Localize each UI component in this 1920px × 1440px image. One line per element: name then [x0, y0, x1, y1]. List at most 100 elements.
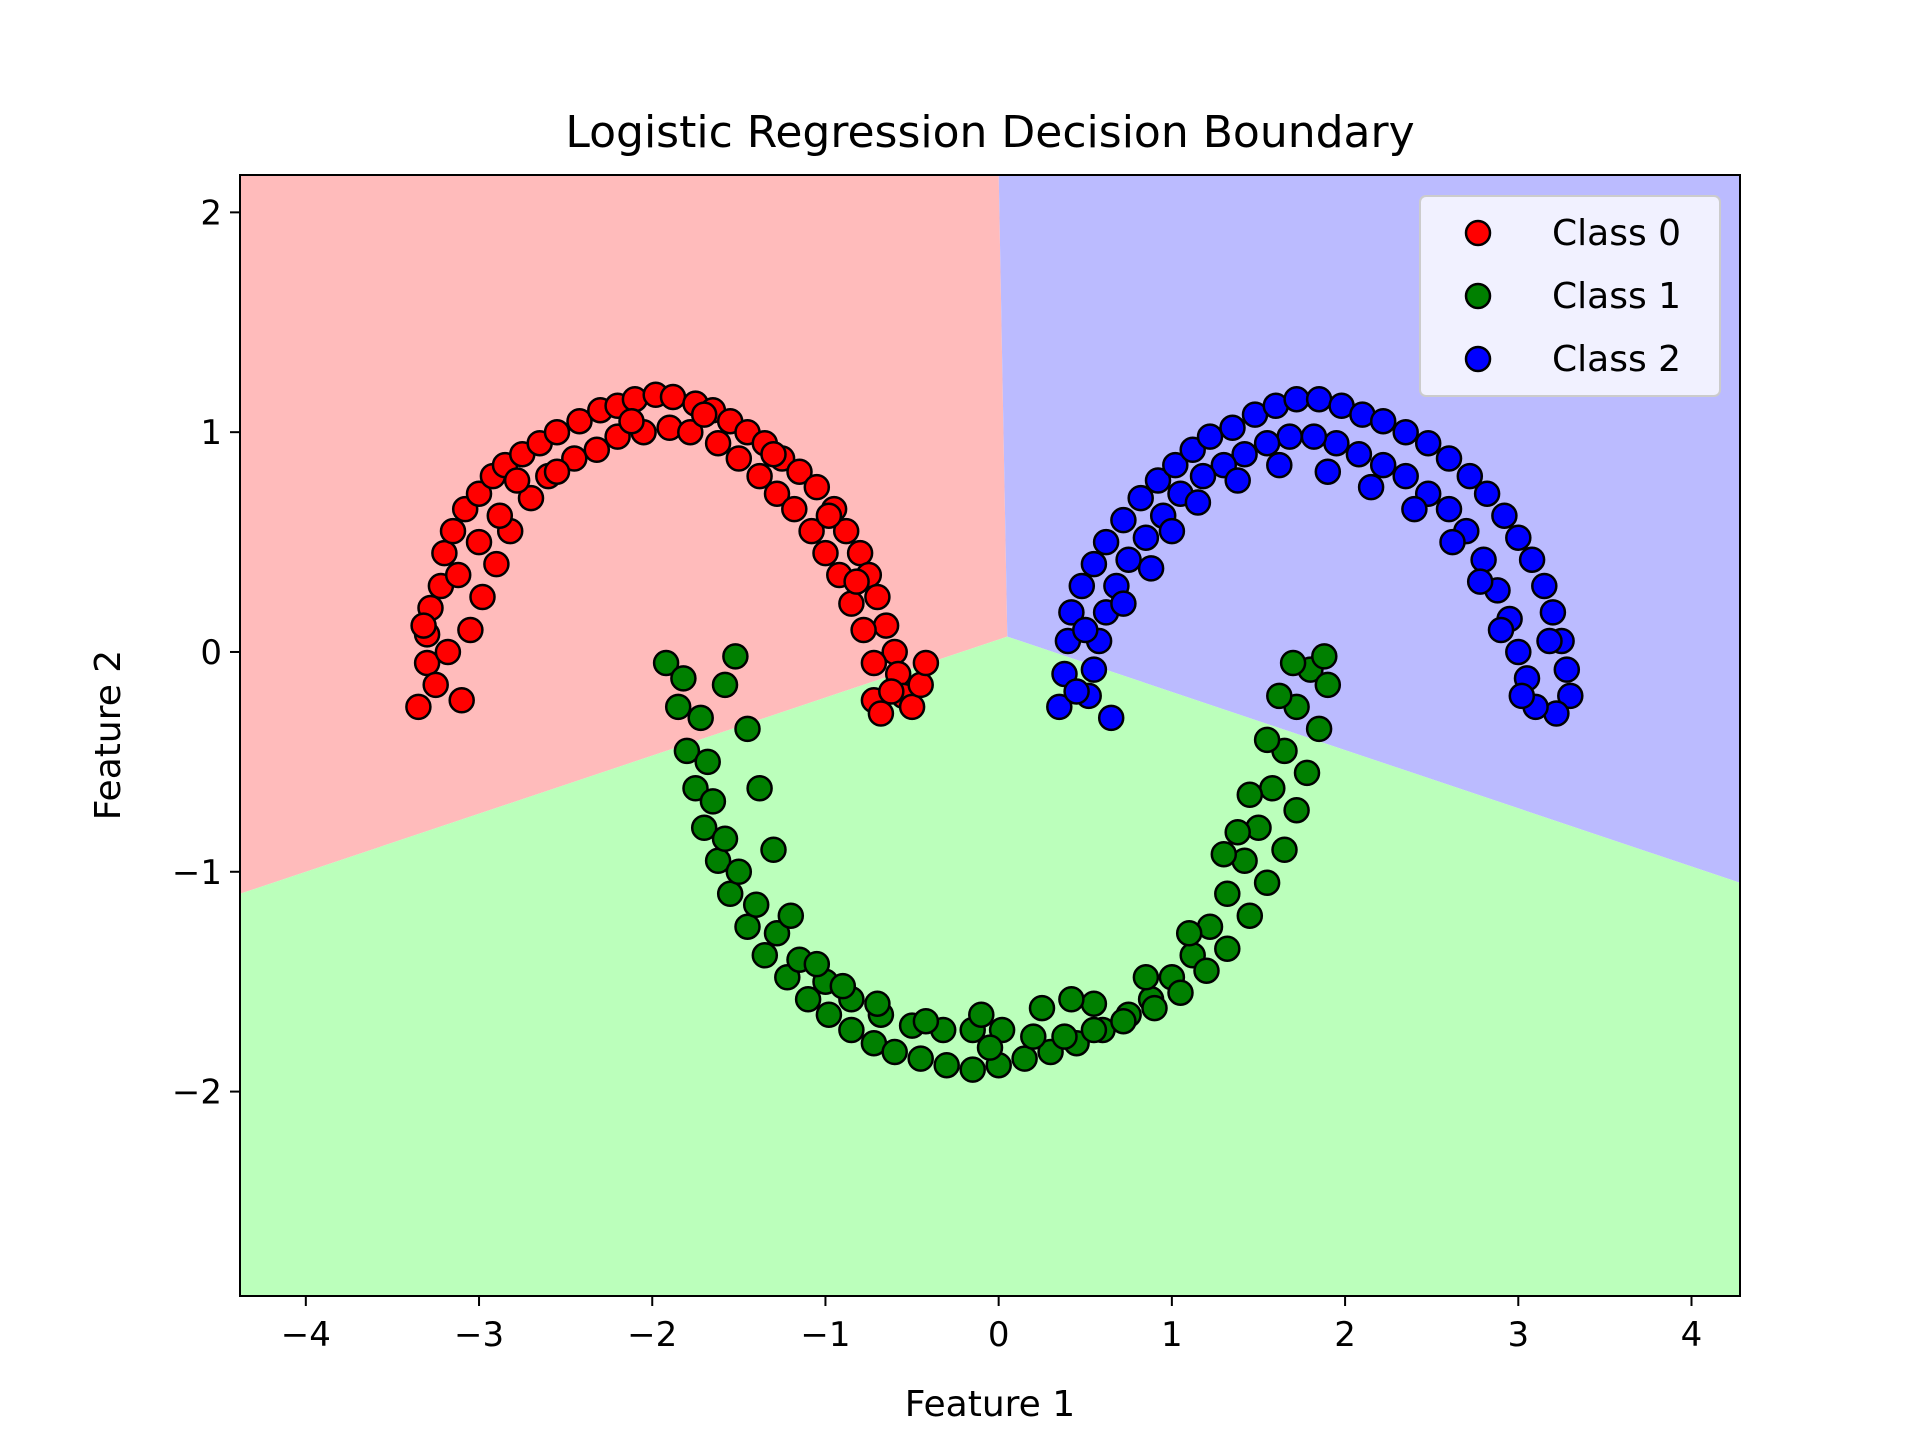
point-class-0 [486, 502, 514, 529]
point-class-2 [1127, 484, 1154, 512]
point-class-0 [815, 502, 843, 529]
point-class-2 [1470, 546, 1497, 573]
point-class-2 [1184, 489, 1212, 516]
point-class-2 [1110, 506, 1137, 534]
point-class-2 [1158, 517, 1186, 545]
point-class-0 [405, 693, 432, 721]
point-class-0 [410, 612, 437, 639]
point-class-1 [881, 1038, 908, 1066]
x-tick-label: 1 [1161, 1315, 1183, 1355]
point-class-1 [907, 1045, 934, 1072]
point-class-2 [1531, 572, 1558, 600]
legend-label-class-0: Class 0 [1552, 213, 1681, 254]
point-class-2 [1557, 682, 1584, 710]
point-class-1 [794, 986, 822, 1013]
point-class-2 [1162, 451, 1189, 479]
point-class-1 [1028, 994, 1056, 1022]
point-class-2 [1439, 528, 1466, 556]
point-class-0 [469, 583, 496, 611]
point-class-0 [912, 649, 940, 677]
point-class-0 [746, 462, 773, 490]
point-class-1 [1051, 1023, 1078, 1050]
point-class-1 [1193, 957, 1220, 984]
point-class-0 [659, 383, 687, 411]
point-class-0 [846, 539, 874, 567]
point-class-0 [483, 550, 510, 578]
point-class-1 [838, 1016, 865, 1044]
point-class-0 [690, 401, 718, 428]
point-class-2 [1189, 462, 1217, 490]
point-class-1 [742, 891, 770, 918]
point-class-1 [1283, 796, 1310, 824]
point-class-0 [465, 528, 493, 556]
point-class-1 [751, 942, 779, 969]
point-class-0 [677, 418, 704, 446]
point-class-1 [1279, 649, 1307, 677]
legend-marker-class-1 [1464, 282, 1492, 310]
point-class-1 [803, 950, 831, 978]
point-class-0 [543, 458, 571, 485]
point-class-0 [872, 612, 900, 639]
point-class-1 [1214, 880, 1241, 908]
point-class-0 [457, 616, 484, 644]
x-tick-label: 2 [1334, 1315, 1356, 1355]
point-class-1 [760, 836, 787, 864]
point-class-1 [711, 671, 739, 699]
point-class-1 [725, 858, 753, 886]
point-class-2 [1253, 429, 1281, 457]
point-class-1 [1080, 1016, 1108, 1044]
point-class-2 [1276, 423, 1303, 450]
point-class-1 [1058, 986, 1085, 1013]
point-class-2 [1357, 473, 1385, 501]
point-class-2 [1196, 423, 1224, 450]
point-class-2 [1115, 546, 1142, 573]
point-class-1 [959, 1056, 986, 1083]
point-class-1 [815, 1001, 843, 1028]
point-class-1 [1020, 1023, 1047, 1050]
point-class-0 [561, 445, 588, 472]
point-class-2 [1058, 599, 1085, 626]
scatter-points [405, 381, 1584, 1083]
point-class-2 [1435, 445, 1463, 472]
point-class-2 [1305, 385, 1333, 413]
point-class-2 [1392, 462, 1419, 490]
y-tick-label: 1 [200, 413, 222, 453]
point-class-2 [1401, 495, 1428, 523]
point-class-1 [864, 990, 891, 1017]
legend-marker-class-0 [1464, 219, 1492, 247]
point-class-1 [1167, 979, 1194, 1006]
point-class-1 [1080, 990, 1108, 1017]
y-tick-label: 0 [200, 633, 222, 673]
point-class-2 [1068, 572, 1096, 600]
point-class-2 [1231, 440, 1258, 468]
point-class-1 [1253, 869, 1281, 897]
point-class-1 [1311, 643, 1338, 670]
point-class-1 [976, 1034, 1004, 1061]
y-tick-label: 2 [200, 193, 222, 233]
y-axis-ticks: 2 1 0 −1 −2 [172, 193, 240, 1113]
point-class-2 [1456, 462, 1484, 490]
point-class-1 [1132, 964, 1160, 991]
point-class-1 [699, 788, 727, 815]
point-class-1 [1214, 935, 1241, 962]
point-class-0 [860, 649, 888, 677]
point-class-2 [1466, 568, 1494, 595]
x-tick-label: 0 [988, 1315, 1010, 1355]
point-class-2 [1323, 429, 1350, 457]
point-class-0 [867, 700, 895, 727]
point-class-2 [1392, 418, 1419, 446]
point-class-1 [1141, 994, 1168, 1022]
point-class-0 [725, 445, 753, 472]
point-class-2 [1137, 555, 1165, 582]
point-class-0 [618, 407, 645, 435]
plot-frame [239, 174, 1741, 1297]
point-class-0 [798, 517, 825, 545]
point-class-1 [1011, 1045, 1038, 1072]
point-class-1 [694, 748, 721, 776]
point-class-2 [1063, 678, 1090, 705]
point-class-0 [760, 440, 787, 468]
legend: Class 0 Class 1 Class 2 [1419, 195, 1721, 397]
point-class-1 [933, 1051, 960, 1079]
point-class-2 [1491, 502, 1518, 529]
